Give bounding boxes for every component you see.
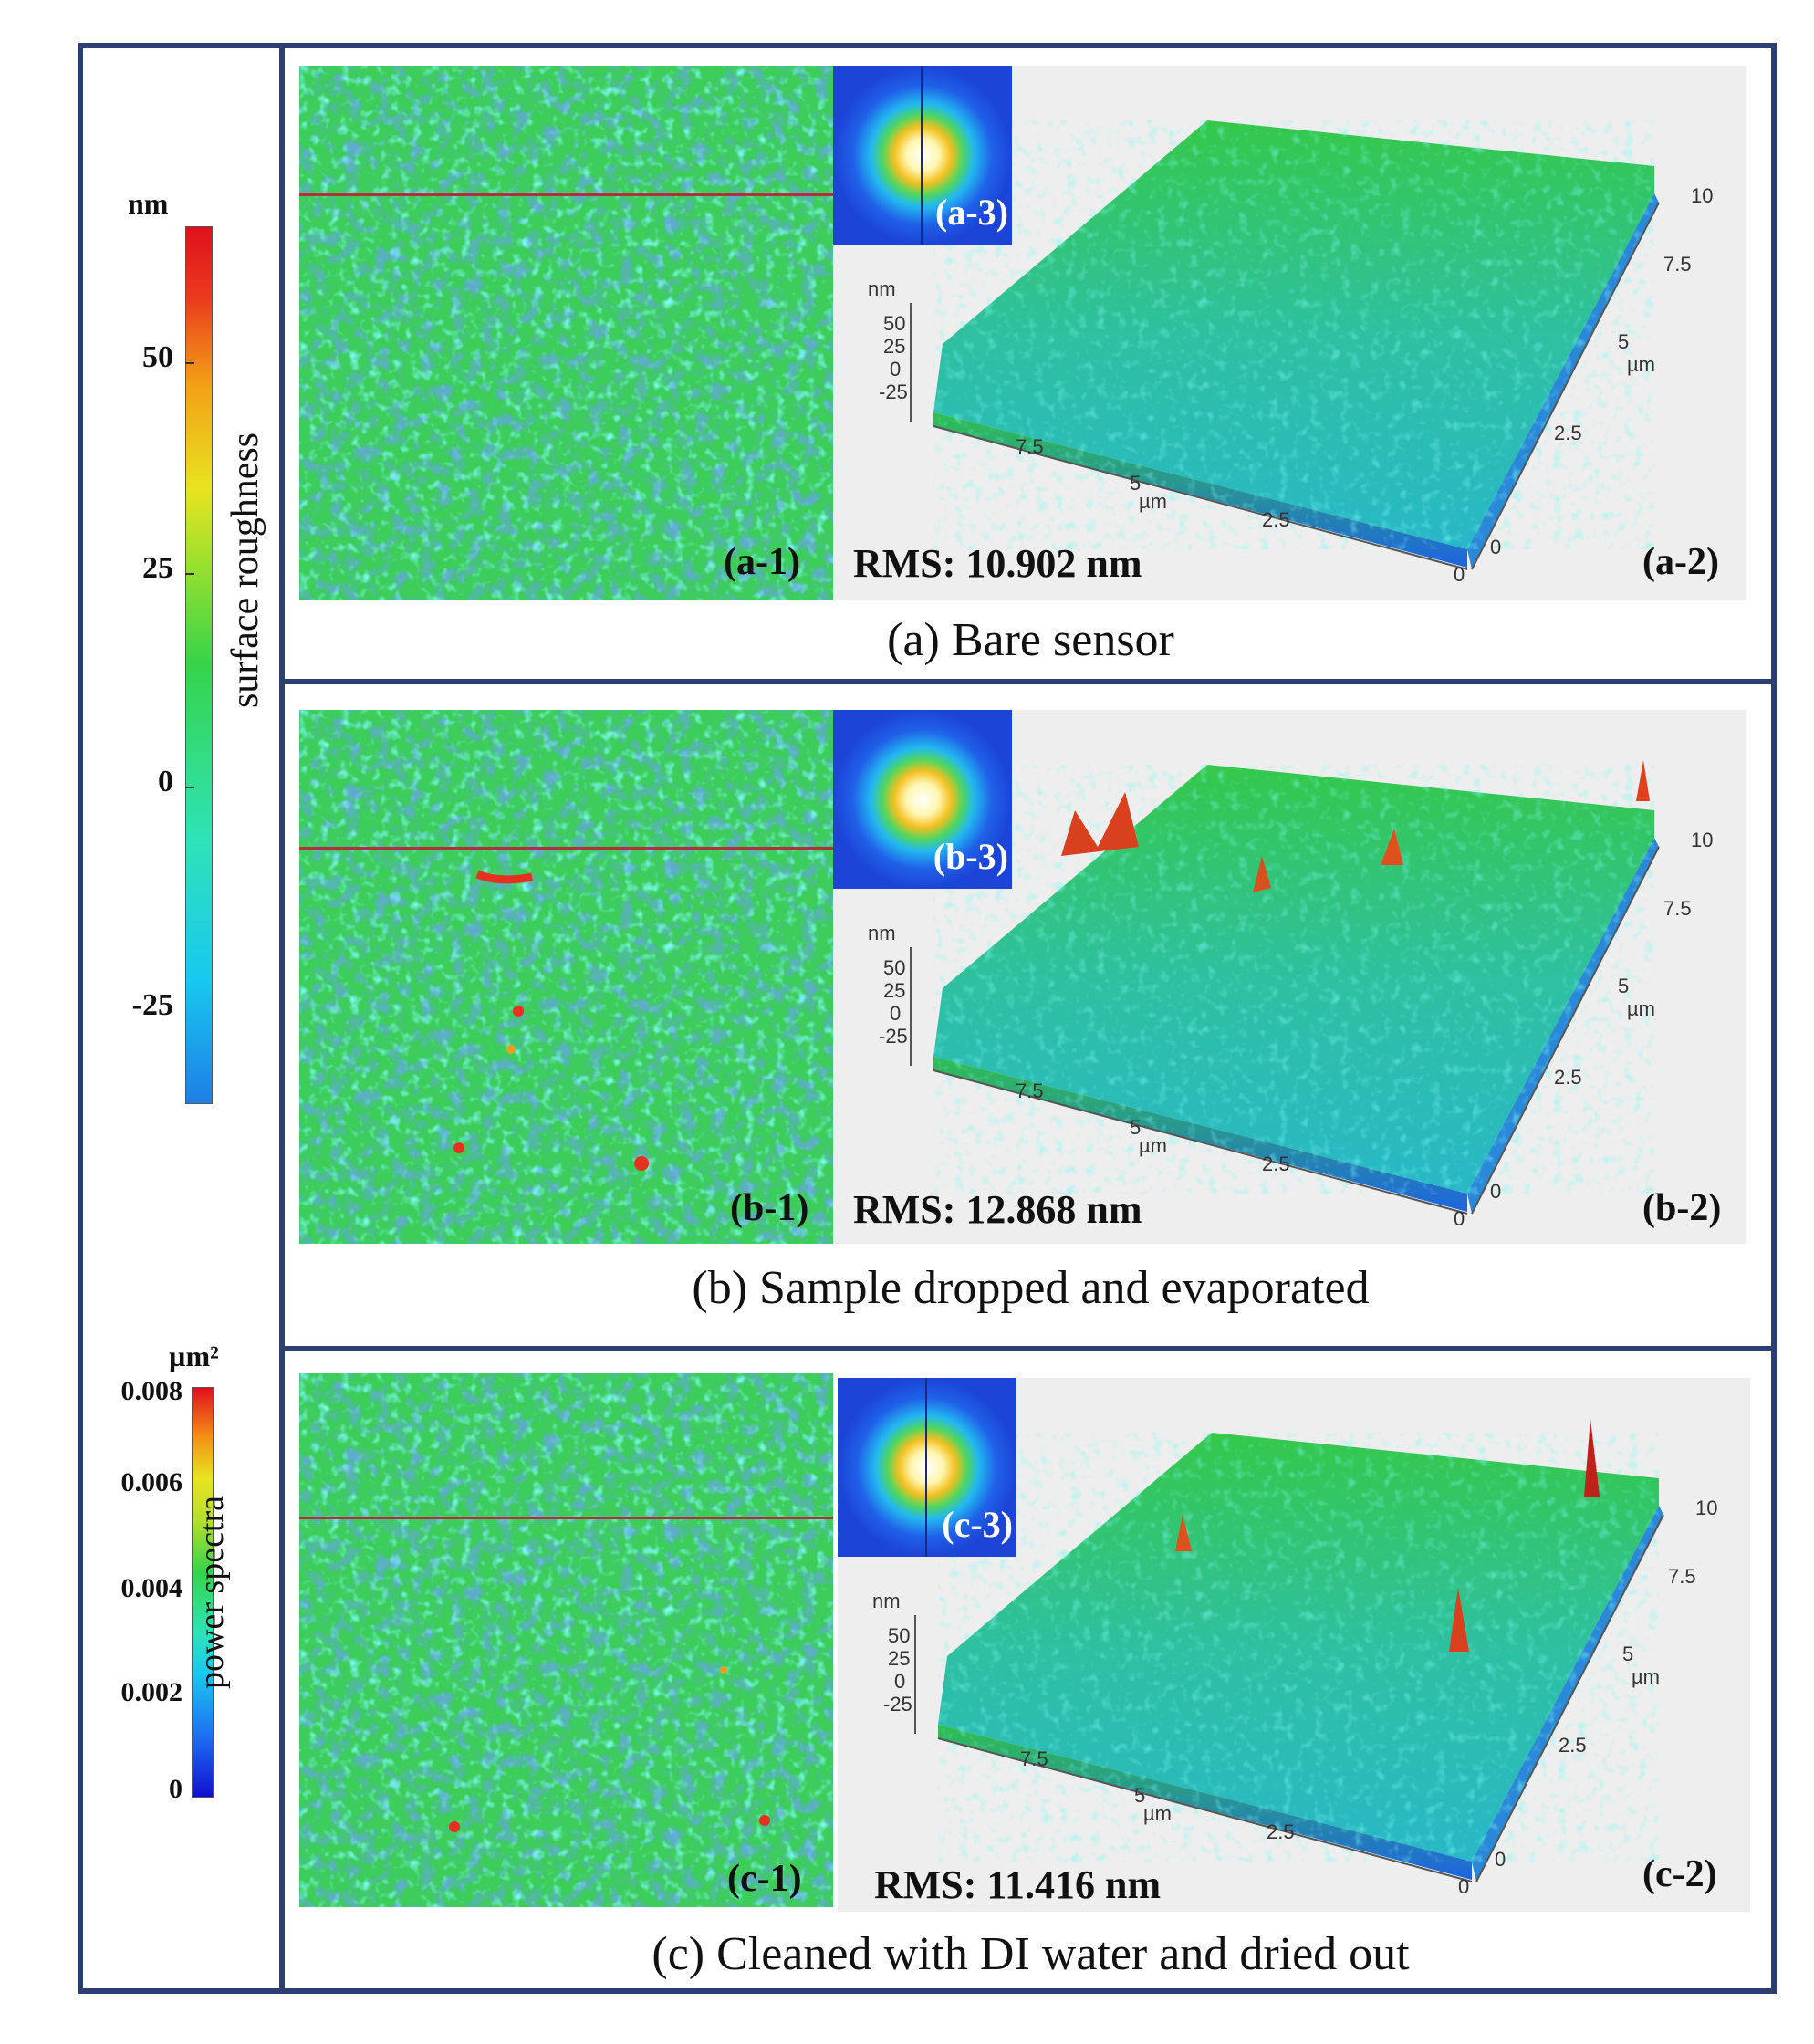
scan-line xyxy=(299,847,833,850)
afm-2d-map-c xyxy=(299,1373,833,1907)
label-2d-c: (c-1) xyxy=(727,1858,802,1900)
scan-line xyxy=(299,193,833,196)
power-tick-label: 0.004 xyxy=(120,1573,183,1603)
fft-inset-a: (a-3) xyxy=(833,66,1012,245)
roughness-tick xyxy=(185,787,194,788)
y-tick: 7.5 xyxy=(1668,1565,1696,1588)
z-unit: nm xyxy=(872,1590,901,1612)
fft-label-c: (c-3) xyxy=(942,1504,1013,1545)
power-tick-label: 0 xyxy=(169,1774,182,1804)
roughness-tick-label: -25 xyxy=(131,988,173,1022)
x-tick: 5 xyxy=(1130,472,1142,495)
fft-crosshair xyxy=(925,1378,927,1557)
z-tick: 50 xyxy=(883,312,906,335)
origin-tick: 0 xyxy=(1495,1848,1506,1871)
roughness-tick-label: 50 xyxy=(142,340,173,374)
x-tick: 7.5 xyxy=(1016,1079,1044,1102)
y-tick: 2.5 xyxy=(1554,422,1582,444)
fft-label-b: (b-3) xyxy=(933,836,1008,877)
power-tick-label: 0.002 xyxy=(120,1677,183,1707)
origin-tick: 0 xyxy=(1454,563,1465,586)
panel-divider-ab xyxy=(285,679,1777,684)
y-tick: 5 xyxy=(1618,330,1630,353)
z-tick: 0 xyxy=(890,358,902,381)
power-tick-label: 0.008 xyxy=(120,1376,183,1406)
x-tick: 2.5 xyxy=(1262,508,1290,531)
z-unit: nm xyxy=(868,922,896,944)
fft-inset-b: (b-3) xyxy=(833,710,1012,889)
label-3d-c: (c-2) xyxy=(1642,1853,1717,1895)
y-unit: µm xyxy=(1627,997,1656,1020)
label-3d-a: (a-2) xyxy=(1642,541,1719,583)
roughness-colorbar xyxy=(185,226,213,1104)
label-3d-b: (b-2) xyxy=(1642,1187,1722,1229)
z-tick: -25 xyxy=(883,1693,912,1716)
label-2d-b: (b-1) xyxy=(730,1187,809,1229)
z-unit: nm xyxy=(868,277,896,300)
caption-b: (b) Sample dropped and evaporated xyxy=(692,1262,1370,1314)
power-unit: µm² xyxy=(169,1340,219,1372)
afm-3d-surface-c: nm 50 25 0 -25 7.5 5 µm 2.5 0 0 2.5 5 µm… xyxy=(838,1378,1750,1912)
caption-a: (a) Bare sensor xyxy=(887,614,1174,666)
y-tick: 2.5 xyxy=(1559,1734,1587,1757)
x-tick: 7.5 xyxy=(1016,435,1044,458)
afm-3d-surface-a: nm 50 25 0 -25 7.5 5 µm 2.5 0 0 2.5 5 µm… xyxy=(833,66,1746,600)
y-tick: 5 xyxy=(1622,1642,1634,1665)
roughness-tick xyxy=(185,573,194,575)
scan-line xyxy=(299,1517,833,1519)
origin-tick: 0 xyxy=(1490,536,1502,558)
fft-crosshair xyxy=(921,66,923,245)
origin-tick: 0 xyxy=(1454,1207,1465,1230)
z-tick: -25 xyxy=(879,1025,908,1048)
y-unit: µm xyxy=(1627,353,1656,376)
rms-a: RMS: 10.902 nm xyxy=(853,541,1142,586)
z-tick: 25 xyxy=(883,335,906,358)
y-tick: 2.5 xyxy=(1554,1066,1582,1089)
label-2d-a: (a-1) xyxy=(724,541,800,583)
x-unit: µm xyxy=(1139,490,1168,513)
colorbar-column-divider xyxy=(279,43,285,1994)
fft-label-a: (a-3) xyxy=(935,192,1008,233)
afm-3d-surface-b: nm 50 25 0 -25 7.5 5 µm 2.5 0 0 2.5 5 µm… xyxy=(833,710,1746,1244)
y-tick: 7.5 xyxy=(1663,253,1692,276)
x-tick: 5 xyxy=(1130,1116,1142,1139)
rms-c: RMS: 11.416 nm xyxy=(874,1862,1162,1907)
afm-2d-map-a xyxy=(299,66,833,600)
y-tick: 5 xyxy=(1618,975,1630,997)
z-tick: 50 xyxy=(888,1624,911,1647)
roughness-tick-label: 0 xyxy=(158,765,173,798)
z-tick: -25 xyxy=(879,381,908,403)
origin-tick: 0 xyxy=(1458,1875,1470,1898)
x-tick: 5 xyxy=(1134,1784,1146,1807)
x-tick: 2.5 xyxy=(1262,1152,1290,1175)
y-end-tick: 10 xyxy=(1691,184,1714,207)
power-colorbar xyxy=(192,1387,214,1798)
y-end-tick: 10 xyxy=(1691,829,1714,851)
origin-tick: 0 xyxy=(1490,1180,1502,1203)
y-unit: µm xyxy=(1632,1665,1661,1688)
z-tick: 0 xyxy=(890,1002,902,1025)
x-unit: µm xyxy=(1139,1134,1168,1157)
z-tick: 50 xyxy=(883,956,906,979)
y-end-tick: 10 xyxy=(1695,1496,1718,1519)
figure-frame xyxy=(78,43,1777,1994)
fft-inset-c: (c-3) xyxy=(838,1378,1016,1557)
x-tick: 7.5 xyxy=(1020,1747,1048,1770)
z-tick: 25 xyxy=(888,1647,911,1670)
afm-2d-map-b xyxy=(299,710,833,1244)
panel-divider-bc xyxy=(285,1346,1777,1351)
rms-b: RMS: 12.868 nm xyxy=(853,1187,1142,1232)
roughness-tick xyxy=(185,362,194,364)
y-tick: 7.5 xyxy=(1663,897,1692,920)
z-tick: 25 xyxy=(883,979,906,1002)
x-unit: µm xyxy=(1143,1802,1173,1825)
roughness-axis-label: surface roughness xyxy=(224,432,266,709)
power-tick-label: 0.006 xyxy=(120,1467,183,1497)
x-tick: 2.5 xyxy=(1267,1820,1295,1843)
z-tick: 0 xyxy=(894,1670,906,1693)
roughness-unit: nm xyxy=(128,187,169,220)
power-axis-label: power spectra xyxy=(193,1495,231,1690)
caption-c: (c) Cleaned with DI water and dried out xyxy=(652,1928,1410,1980)
roughness-tick-label: 25 xyxy=(142,551,173,585)
